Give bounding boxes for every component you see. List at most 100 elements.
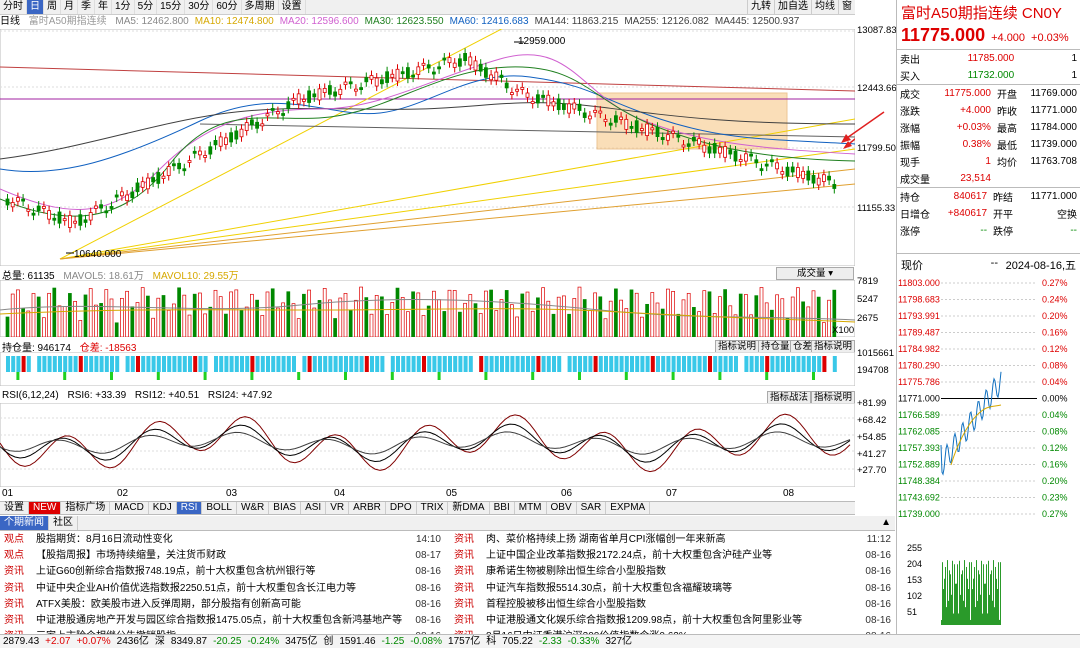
news-item[interactable]: 资讯 首程控股被移出恒生综合小型股指数 08-16 xyxy=(450,597,895,613)
volume-chart[interactable] xyxy=(0,280,855,337)
news-title[interactable]: 中证港股通房地产开发与园区综合指数报1475.05点，前十大权重包含新鸿基地产等 xyxy=(36,614,403,626)
oi-bar xyxy=(42,356,47,372)
volume-dropdown[interactable]: 成交量 ▾ xyxy=(776,267,854,280)
indicator-tab-8[interactable]: BIAS xyxy=(269,502,302,514)
indicator-tab-16[interactable]: MTM xyxy=(515,502,547,514)
indicator-tab-3[interactable]: MACD xyxy=(110,502,149,514)
indicator-tab-9[interactable]: ASI xyxy=(301,502,327,514)
volume-bar xyxy=(796,287,800,337)
toolbar-right-button-3[interactable]: 窗 xyxy=(838,0,855,14)
news-item[interactable]: 观点 股指期货：8月16日流动性变化 14:10 xyxy=(0,532,445,548)
news-title[interactable]: 中证中央企业AH价值优选指数报2250.51点，前十大权重包含长江电力等 xyxy=(36,582,357,594)
period-button-3[interactable]: 月 xyxy=(61,0,78,14)
indicator-tab-15[interactable]: BBI xyxy=(490,502,515,514)
oi-bar xyxy=(94,356,99,372)
chart-title: 富时A50期指连续 xyxy=(28,16,107,27)
period-button-9[interactable]: 30分 xyxy=(185,0,214,14)
news-title[interactable]: 股指期货：8月16日流动性变化 xyxy=(36,534,173,545)
period-button-12[interactable]: 设置 xyxy=(279,0,306,14)
volume-bar xyxy=(744,294,748,337)
status-item: -20.25 xyxy=(213,636,242,647)
indicator-tab-19[interactable]: EXPMA xyxy=(606,502,651,514)
toolbar-right-button-1[interactable]: 加自选 xyxy=(774,0,811,14)
period-button-7[interactable]: 5分 xyxy=(135,0,158,14)
volume-bar xyxy=(806,306,811,337)
mini-vol-bar xyxy=(987,613,988,625)
news-title[interactable]: 上证G60创新综合指数报748.19点，前十大权重包含杭州银行等 xyxy=(36,566,316,578)
candle xyxy=(140,181,145,188)
period-button-5[interactable]: 年 xyxy=(95,0,112,14)
volume-bar xyxy=(406,311,410,337)
indicator-tab-13[interactable]: TRIX xyxy=(417,502,449,514)
indicator-tab-0[interactable]: 设置 xyxy=(0,502,29,514)
oi-bar xyxy=(328,356,333,372)
indicator-tab-6[interactable]: BOLL xyxy=(202,502,237,514)
indicator-tab-7[interactable]: W&R xyxy=(237,502,270,514)
period-button-1[interactable]: 日 xyxy=(27,0,44,14)
period-button-8[interactable]: 15分 xyxy=(157,0,186,14)
news-title[interactable]: 首程控股被移出恒生综合小型股指数 xyxy=(486,598,646,610)
collapse-icon[interactable]: ▲ xyxy=(881,517,891,528)
candle xyxy=(431,71,436,75)
oi-bar xyxy=(671,356,676,372)
period-button-2[interactable]: 周 xyxy=(44,0,61,14)
volume-bar xyxy=(390,302,395,337)
volume-bar xyxy=(364,297,369,337)
news-item[interactable]: 资讯 康希诺生物被剔除出恒生综合小型股指数 08-16 xyxy=(450,564,895,580)
candlestick-chart[interactable]: 12959.000 10640.000 xyxy=(0,29,855,266)
news-item[interactable]: 资讯 上证中国企业改革指数报2172.24点，前十大权重包含沪硅产业等 08-16 xyxy=(450,548,895,564)
indicator-tab-11[interactable]: ARBR xyxy=(349,502,386,514)
toolbar-right-button-2[interactable]: 均线 xyxy=(811,0,838,14)
rsi-title: RSI(6,12,24) xyxy=(2,390,59,401)
indicator-tab-18[interactable]: SAR xyxy=(577,502,607,514)
news-title[interactable]: 中证港股通文化娱乐综合指数报1209.98点，前十大权重包含阿里影业等 xyxy=(486,614,803,626)
period-button-0[interactable]: 分时 xyxy=(0,0,27,14)
quote-panel: 富时A50期指连续 CN0Y 11775.000 +4.000 +0.03% 卖… xyxy=(896,0,1080,648)
indicator-tab-5[interactable]: RSI xyxy=(176,502,203,514)
news-title[interactable]: 肉、菜价格持续上扬 湖南省单月CPI涨幅创一年来新高 xyxy=(486,534,726,545)
open-interest-chart[interactable] xyxy=(0,352,855,386)
volume-bar xyxy=(270,288,275,337)
period-button-6[interactable]: 1分 xyxy=(112,0,135,14)
tab-community[interactable]: 社区 xyxy=(49,516,78,530)
oi-bar xyxy=(520,356,525,372)
tab-futures-news[interactable]: 个期新闻 xyxy=(0,516,49,530)
candle xyxy=(239,128,244,138)
volume-bar xyxy=(94,304,98,337)
rsi-chart[interactable] xyxy=(0,403,855,487)
period-button-11[interactable]: 多周期 xyxy=(242,0,279,14)
rsi-tick: +68.42 xyxy=(857,415,887,426)
period-button-4[interactable]: 季 xyxy=(78,0,95,14)
indicator-tab-17[interactable]: OBV xyxy=(547,502,577,514)
news-item[interactable]: 资讯 中证港股通文化娱乐综合指数报1209.98点，前十大权重包含阿里影业等 08-… xyxy=(450,613,895,629)
news-item[interactable]: 资讯 ATFX美股：欧美股市进入反弹周期，部分股指有创新高可能 08-16 xyxy=(0,597,445,613)
news-item[interactable]: 资讯 肉、菜价格持续上扬 湖南省单月CPI涨幅创一年来新高 11:12 xyxy=(450,532,895,548)
toolbar-right-button-0[interactable]: 九转 xyxy=(747,0,774,14)
indicator-tab-1[interactable]: NEW xyxy=(29,502,62,514)
news-title[interactable]: 上证中国企业改革指数报2172.24点，前十大权重包含沪硅产业等 xyxy=(486,550,773,562)
indicator-tab-14[interactable]: 新DMA xyxy=(448,502,490,514)
news-title[interactable]: ATFX美股：欧美股市进入反弹周期，部分股指有创新高可能 xyxy=(36,598,301,610)
period-button-10[interactable]: 60分 xyxy=(213,0,242,14)
volume-dropdown-label: 成交量 xyxy=(797,268,826,279)
status-item: 创 xyxy=(323,636,334,647)
sell-price: 11785.000 xyxy=(967,53,1015,64)
news-item[interactable]: 资讯 中证港股通房地产开发与园区综合指数报1475.05点，前十大权重包含新鸿基地… xyxy=(0,613,445,629)
candle xyxy=(94,205,98,209)
news-item[interactable]: 资讯 中证汽车指数报5514.30点，前十大权重包含福耀玻璃等 08-16 xyxy=(450,581,895,597)
quote-cell: 均价 xyxy=(996,158,1017,169)
indicator-tab-12[interactable]: DPO xyxy=(386,502,417,514)
news-item[interactable]: 资讯 上证G60创新综合指数报748.19点，前十大权重包含杭州银行等 08-16 xyxy=(0,564,445,580)
rsi12: RSI12: +40.51 xyxy=(134,390,200,401)
indicator-tab-10[interactable]: VR xyxy=(326,502,350,514)
oi-bar xyxy=(141,356,146,372)
indicator-tab-2[interactable]: 指标广场 xyxy=(61,502,111,514)
news-title[interactable]: 【股指周报】市场持续缩量，关注货币财政 xyxy=(36,550,226,562)
candle xyxy=(749,153,753,157)
news-item[interactable]: 观点 【股指周报】市场持续缩量，关注货币财政 08-17 xyxy=(0,548,445,564)
news-title[interactable]: 中证汽车指数报5514.30点，前十大权重包含福耀玻璃等 xyxy=(486,582,733,594)
intraday-chart[interactable]: 11803.000 0.27% 11798.683 0.24% 11793.991 0.2… xyxy=(897,275,1080,637)
news-title[interactable]: 康希诺生物被剔除出恒生综合小型股指数 xyxy=(486,566,666,578)
news-item[interactable]: 资讯 中证中央企业AH价值优选指数报2250.51点，前十大权重包含长江电力等 08… xyxy=(0,581,445,597)
indicator-tab-4[interactable]: KDJ xyxy=(149,502,177,514)
